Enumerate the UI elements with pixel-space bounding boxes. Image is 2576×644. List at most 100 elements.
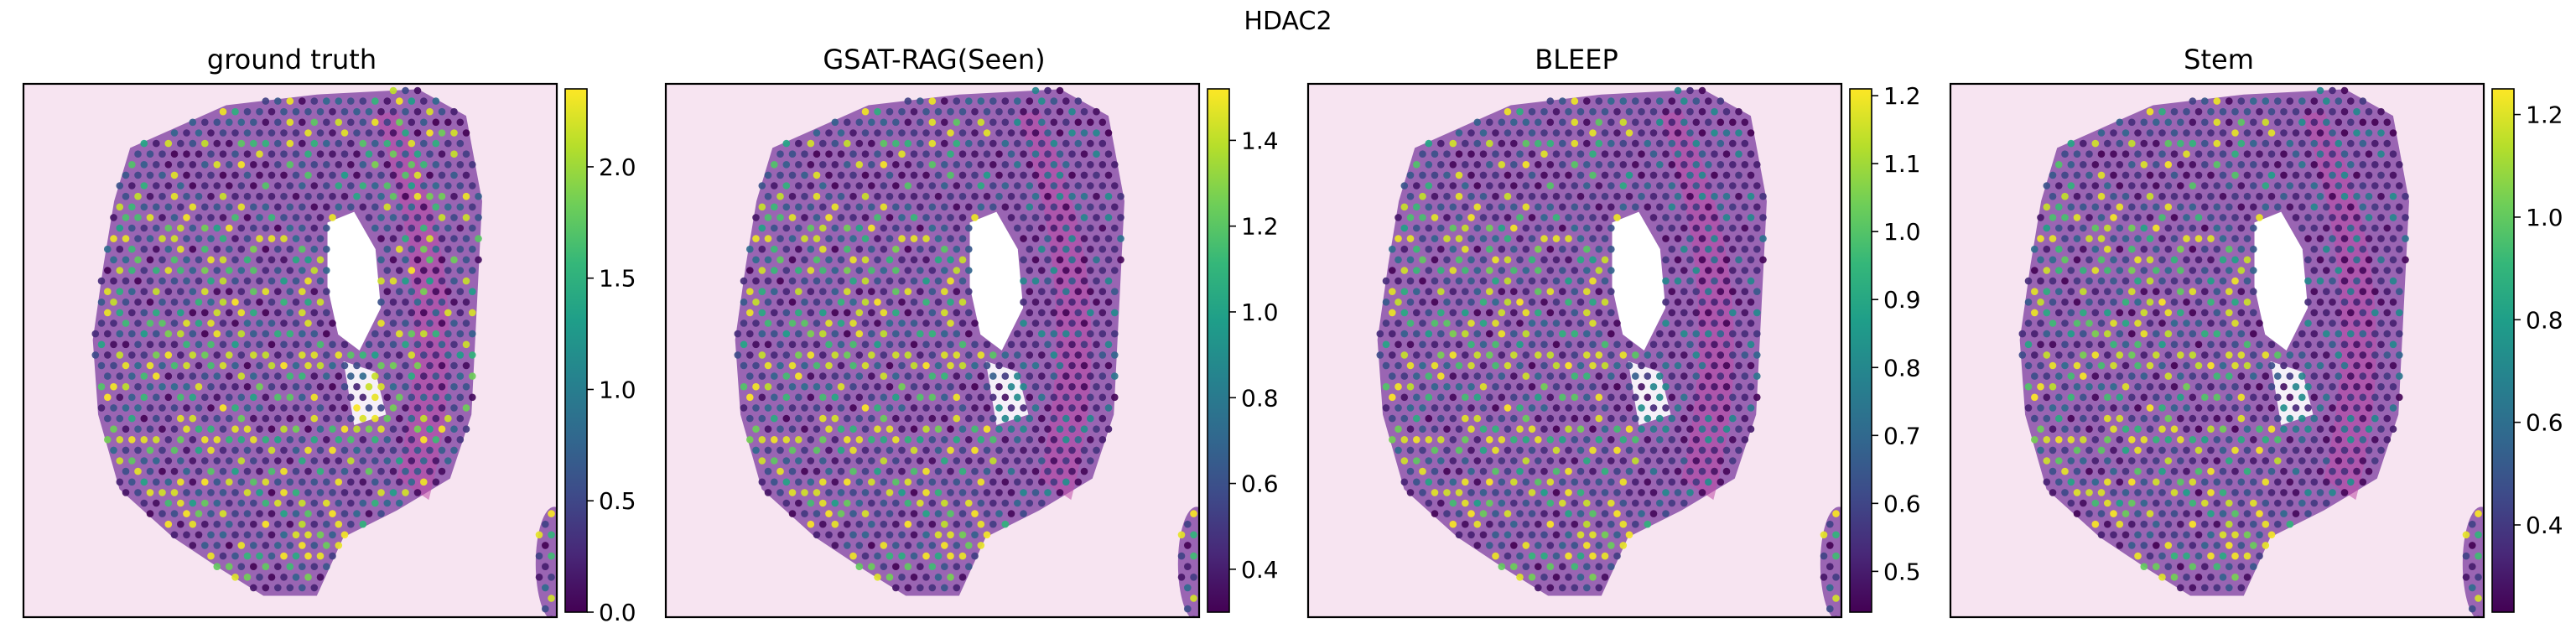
data-point (1462, 436, 1469, 444)
data-point (1093, 150, 1100, 158)
data-point (2189, 478, 2197, 486)
data-point (408, 330, 416, 338)
data-point (958, 129, 967, 137)
data-point (776, 489, 784, 496)
data-point (764, 404, 772, 412)
data-point (928, 245, 937, 253)
data-point (771, 393, 778, 402)
data-point (226, 309, 233, 317)
data-point (1625, 192, 1633, 200)
data-point (1601, 425, 1609, 433)
data-point (1589, 382, 1597, 391)
data-point (189, 309, 197, 317)
data-point (2158, 299, 2166, 306)
data-point (359, 414, 367, 423)
data-point (868, 499, 875, 507)
data-point (413, 107, 422, 116)
data-point (2231, 425, 2239, 433)
data-point (2383, 245, 2392, 253)
data-point (1559, 414, 1566, 423)
data-point (2049, 404, 2057, 412)
data-point (450, 299, 458, 306)
data-point (1649, 467, 1658, 475)
data-point (140, 139, 148, 148)
data-point (1455, 467, 1463, 475)
data-point (2334, 139, 2343, 148)
data-point (928, 499, 937, 507)
data-point (2256, 531, 2263, 539)
data-point (1449, 139, 1457, 148)
data-point (2207, 446, 2215, 454)
data-point (1431, 467, 1439, 475)
data-point (2243, 319, 2251, 327)
data-point (2128, 414, 2136, 423)
data-point (849, 446, 857, 454)
data-point (1184, 605, 1192, 613)
data-point (2189, 393, 2197, 402)
data-point (2073, 489, 2081, 496)
data-point (353, 150, 361, 158)
data-point (2201, 267, 2209, 274)
data-point (2213, 351, 2221, 359)
data-point (2116, 309, 2124, 317)
data-point (408, 224, 416, 232)
data-point (1462, 309, 1469, 317)
data-point (776, 361, 784, 370)
data-point (995, 467, 1003, 475)
data-point (1486, 309, 1493, 317)
data-point (2043, 478, 2051, 486)
data-point (2304, 382, 2312, 391)
data-point (2389, 256, 2397, 264)
data-point (1668, 330, 1676, 338)
data-point (1413, 393, 1420, 402)
data-point (1522, 288, 1530, 296)
data-point (262, 542, 270, 549)
data-point (1431, 319, 1439, 327)
data-point (746, 372, 754, 380)
data-point (2219, 425, 2227, 433)
data-point (1540, 531, 1548, 539)
data-point (922, 319, 930, 327)
data-point (250, 224, 257, 232)
data-point (286, 97, 294, 105)
data-point (825, 489, 833, 496)
data-point (323, 478, 330, 486)
data-point (1692, 372, 1701, 380)
data-point (2170, 531, 2179, 539)
data-point (1068, 467, 1076, 475)
data-point (1014, 139, 1021, 148)
data-point (158, 214, 166, 221)
data-point (2323, 182, 2330, 190)
data-point (1177, 531, 1186, 539)
data-point (1400, 351, 1409, 359)
data-point (941, 436, 948, 444)
data-point (2037, 256, 2044, 264)
data-point (922, 446, 930, 454)
data-point (928, 584, 937, 592)
data-point (1595, 436, 1603, 444)
data-point (353, 129, 361, 137)
data-point (189, 351, 197, 359)
data-point (262, 161, 270, 169)
data-point (965, 372, 973, 380)
data-point (2091, 203, 2100, 211)
data-point (2365, 150, 2373, 158)
data-point (1583, 478, 1591, 486)
data-point (2116, 224, 2124, 232)
data-point (868, 161, 875, 169)
data-point (146, 299, 154, 306)
data-point (2134, 531, 2142, 539)
data-point (1820, 574, 1828, 581)
data-point (868, 139, 875, 148)
data-point (844, 414, 851, 423)
data-point (1619, 97, 1628, 105)
data-point (1111, 351, 1119, 359)
data-point (2061, 256, 2069, 264)
data-point (995, 425, 1003, 433)
data-point (2183, 489, 2190, 496)
data-point (855, 372, 864, 380)
data-point (1644, 436, 1652, 444)
data-point (1431, 235, 1439, 242)
data-point (2183, 129, 2190, 137)
data-point (402, 404, 409, 412)
